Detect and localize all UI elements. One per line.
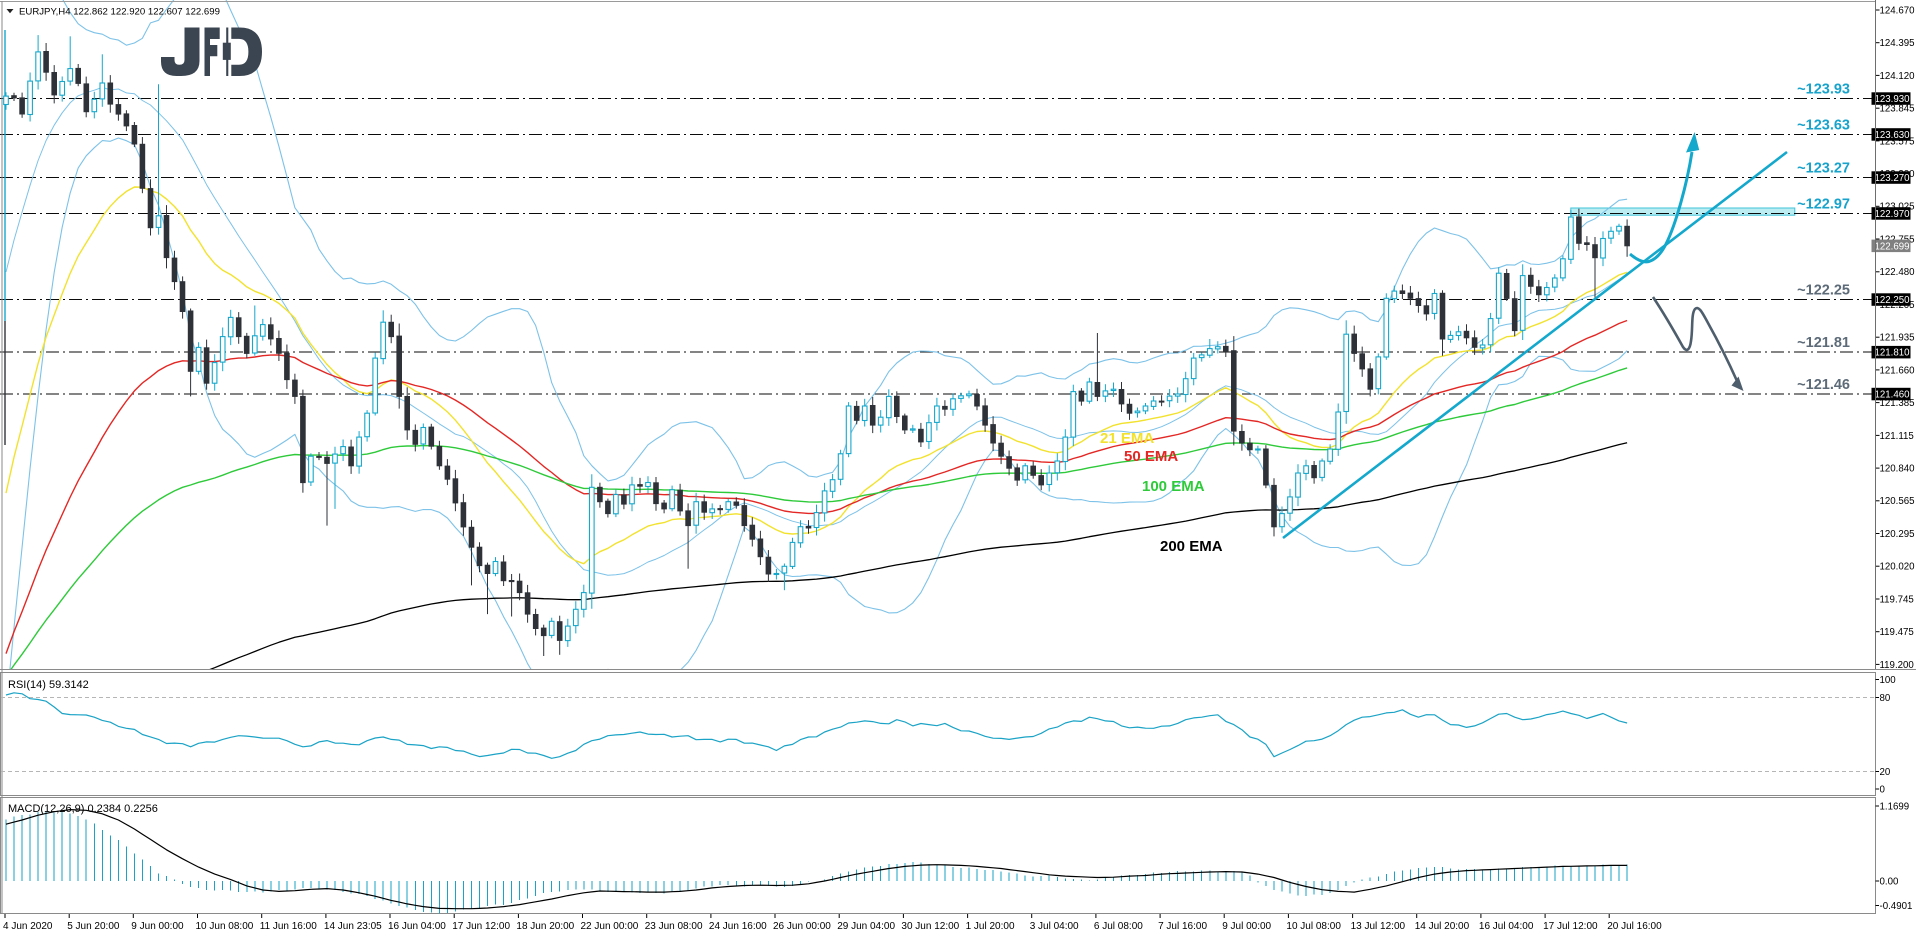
svg-text:-0.4901: -0.4901 <box>1880 901 1913 912</box>
svg-text:14 Jul 20:00: 14 Jul 20:00 <box>1415 921 1470 932</box>
svg-text:3 Jul 04:00: 3 Jul 04:00 <box>1030 921 1079 932</box>
svg-text:24 Jun 16:00: 24 Jun 16:00 <box>709 921 767 932</box>
svg-text:29 Jun 04:00: 29 Jun 04:00 <box>837 921 895 932</box>
svg-text:122.699: 122.699 <box>1875 241 1910 252</box>
svg-text:1.1699: 1.1699 <box>1880 802 1910 813</box>
svg-text:121.115: 121.115 <box>1880 431 1914 442</box>
svg-text:121.935: 121.935 <box>1880 333 1915 344</box>
svg-text:13 Jul 12:00: 13 Jul 12:00 <box>1351 921 1406 932</box>
svg-text:9 Jun 00:00: 9 Jun 00:00 <box>131 921 184 932</box>
svg-text:122.250: 122.250 <box>1875 295 1911 306</box>
svg-text:120.020: 120.020 <box>1880 562 1916 573</box>
svg-text:23 Jun 08:00: 23 Jun 08:00 <box>645 921 703 932</box>
svg-text:16 Jun 04:00: 16 Jun 04:00 <box>388 921 446 932</box>
svg-text:1 Jul 20:00: 1 Jul 20:00 <box>966 921 1015 932</box>
svg-text:119.745: 119.745 <box>1880 594 1914 605</box>
svg-text:119.475: 119.475 <box>1880 627 1914 638</box>
svg-text:~123.63: ~123.63 <box>1797 117 1850 133</box>
svg-text:16 Jul 04:00: 16 Jul 04:00 <box>1479 921 1534 932</box>
svg-text:9 Jul 00:00: 9 Jul 00:00 <box>1222 921 1271 932</box>
svg-text:121.660: 121.660 <box>1880 365 1916 376</box>
svg-text:122.970: 122.970 <box>1875 209 1911 220</box>
svg-text:121.385: 121.385 <box>1880 398 1915 409</box>
svg-text:124.120: 124.120 <box>1880 71 1916 82</box>
svg-text:10 Jun 08:00: 10 Jun 08:00 <box>196 921 254 932</box>
svg-text:RSI(14) 59.3142: RSI(14) 59.3142 <box>8 679 89 691</box>
svg-text:MACD(12,26,9) 0.2384 0.2256: MACD(12,26,9) 0.2384 0.2256 <box>8 803 158 815</box>
svg-text:30 Jun 12:00: 30 Jun 12:00 <box>901 921 959 932</box>
svg-text:18 Jun 20:00: 18 Jun 20:00 <box>516 921 574 932</box>
svg-text:20 Jul 16:00: 20 Jul 16:00 <box>1607 921 1662 932</box>
svg-text:124.395: 124.395 <box>1880 38 1915 49</box>
svg-text:6 Jul 08:00: 6 Jul 08:00 <box>1094 921 1143 932</box>
svg-text:123.630: 123.630 <box>1875 130 1911 141</box>
svg-text:4 Jun 2020: 4 Jun 2020 <box>3 921 53 932</box>
svg-text:80: 80 <box>1880 693 1891 704</box>
svg-text:50 EMA: 50 EMA <box>1124 448 1178 465</box>
svg-text:20: 20 <box>1880 767 1891 778</box>
svg-text:~122.25: ~122.25 <box>1797 283 1850 299</box>
svg-text:100: 100 <box>1880 675 1897 686</box>
svg-text:22 Jun 00:00: 22 Jun 00:00 <box>581 921 639 932</box>
svg-text:7 Jul 16:00: 7 Jul 16:00 <box>1158 921 1207 932</box>
svg-text:123.930: 123.930 <box>1875 94 1911 105</box>
svg-text:26 Jun 00:00: 26 Jun 00:00 <box>773 921 831 932</box>
svg-text:123.845: 123.845 <box>1880 104 1915 115</box>
svg-text:11 Jun 16:00: 11 Jun 16:00 <box>260 921 318 932</box>
svg-text:200 EMA: 200 EMA <box>1160 538 1223 555</box>
svg-text:0.00: 0.00 <box>1880 877 1899 888</box>
svg-text:EURJPY,H4 122.862 122.920 122: EURJPY,H4 122.862 122.920 122.607 122.69… <box>19 6 220 17</box>
svg-text:123.270: 123.270 <box>1875 173 1911 184</box>
svg-text:~123.93: ~123.93 <box>1797 82 1850 98</box>
svg-text:0: 0 <box>1880 785 1886 796</box>
svg-text:17 Jul 12:00: 17 Jul 12:00 <box>1543 921 1598 932</box>
svg-text:14 Jun 23:05: 14 Jun 23:05 <box>324 921 382 932</box>
svg-text:~121.81: ~121.81 <box>1797 335 1850 351</box>
svg-text:~123.27: ~123.27 <box>1797 161 1850 177</box>
svg-text:121.460: 121.460 <box>1875 390 1911 401</box>
svg-text:122.480: 122.480 <box>1880 267 1916 278</box>
svg-text:123.575: 123.575 <box>1880 136 1915 147</box>
svg-text:17 Jun 12:00: 17 Jun 12:00 <box>452 921 510 932</box>
svg-text:124.670: 124.670 <box>1880 5 1916 16</box>
svg-text:10 Jul 08:00: 10 Jul 08:00 <box>1286 921 1341 932</box>
svg-text:100 EMA: 100 EMA <box>1142 478 1205 495</box>
svg-text:120.295: 120.295 <box>1880 529 1915 540</box>
svg-text:120.840: 120.840 <box>1880 464 1916 475</box>
svg-text:~122.97: ~122.97 <box>1797 196 1850 212</box>
svg-text:~121.46: ~121.46 <box>1797 377 1850 393</box>
svg-text:5 Jun 20:00: 5 Jun 20:00 <box>67 921 120 932</box>
svg-text:121.810: 121.810 <box>1875 348 1911 359</box>
svg-text:21 EMA: 21 EMA <box>1100 430 1154 447</box>
svg-text:120.565: 120.565 <box>1880 496 1915 507</box>
svg-text:119.200: 119.200 <box>1880 660 1915 671</box>
